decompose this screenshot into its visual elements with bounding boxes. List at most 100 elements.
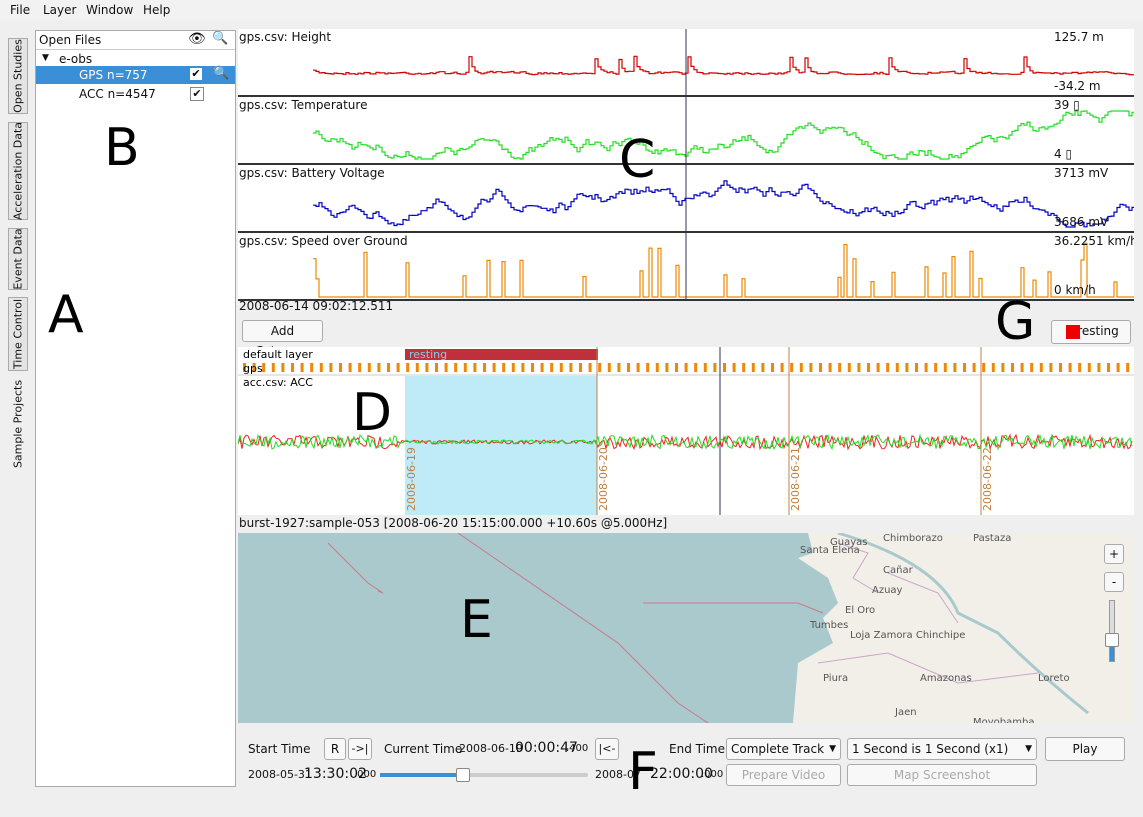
gps-tick (1097, 363, 1101, 372)
tab-label: Acceleration Data (11, 121, 25, 221)
checkbox[interactable]: ✔ (190, 87, 204, 101)
menu-item[interactable]: Layer (43, 3, 77, 17)
tree-label: GPS n=757 (79, 68, 148, 82)
trace-area (313, 29, 1134, 95)
button[interactable]: ->| (348, 738, 372, 760)
gps-tick (492, 363, 496, 372)
button[interactable]: |<- (595, 738, 619, 760)
time-slider[interactable] (380, 768, 588, 782)
gps-tick (454, 363, 458, 372)
tab-label: Event Data (11, 228, 25, 290)
gps-tick (895, 363, 899, 372)
zoom-icon[interactable]: 🔍 (212, 31, 229, 46)
gps-tick (905, 363, 909, 372)
file-panel: Open Files 👁 🔍 ▼ e-obs GPS n=757 ✔ 🔍 ACC… (35, 30, 236, 787)
dropdown-label: Complete Track (731, 742, 825, 756)
gps-tick (943, 363, 947, 372)
button[interactable]: R (324, 738, 346, 760)
menu-item[interactable]: Window (86, 3, 134, 17)
gps-tick (1039, 363, 1043, 372)
gps-tick (953, 363, 957, 372)
gps-tick (1107, 363, 1110, 372)
plot-min: 0 km/h (1054, 283, 1096, 297)
dropdown-label: 1 Second is 1 Second (x1) (852, 742, 1009, 756)
gps-tick (665, 363, 669, 372)
gps-tick (982, 363, 986, 372)
side-tab[interactable]: Sample Projects (8, 378, 28, 470)
button-label: resting (1077, 324, 1119, 338)
tree-label[interactable]: ACC n=4547 (79, 87, 156, 101)
tree-group[interactable]: e-obs (59, 52, 93, 66)
gps-tick (310, 363, 314, 372)
gps-tick (819, 363, 822, 372)
gps-tick (675, 363, 678, 372)
zoom-slider[interactable] (1105, 600, 1119, 662)
plot-title: gps.csv: Temperature (239, 98, 368, 112)
gps-tick (435, 363, 438, 372)
plot-min: -34.2 m (1054, 79, 1101, 93)
plot-title: gps.csv: Speed over Ground (239, 234, 408, 248)
gps-tick (281, 363, 285, 372)
place-label: Jaen (894, 707, 917, 718)
zoom-in[interactable]: + (1104, 544, 1124, 564)
side-tab[interactable]: Event Data (8, 228, 28, 290)
menu-bar: File Layer Window Help (0, 0, 1143, 20)
burst-label: burst-1927:sample-053 [2008-06-20 15:15:… (239, 516, 668, 530)
plot-min: 3686 mV (1054, 215, 1109, 229)
plot-max: 3713 mV (1054, 166, 1109, 180)
prepare-video-button[interactable]: Prepare Video (726, 764, 841, 786)
gps-tick (367, 363, 371, 372)
gps-tick (1001, 363, 1005, 372)
side-tab[interactable]: Open Studies (8, 38, 28, 114)
gps-tick (271, 363, 275, 372)
tree-item-selected[interactable]: GPS n=757 ✔ 🔍 (36, 66, 235, 84)
border (817, 542, 1039, 684)
side-tab[interactable]: Acceleration Data (8, 122, 28, 220)
zoom-icon[interactable]: 🔍 (213, 66, 230, 81)
dropdown[interactable]: 1 Second is 1 Second (x1) ▼ (847, 738, 1037, 760)
zoom-out[interactable]: - (1104, 572, 1124, 592)
label: Current Time (384, 742, 463, 756)
menu-item[interactable]: Help (143, 3, 171, 17)
annotation: G (995, 292, 1036, 352)
gps-tick (387, 363, 390, 372)
gps-tick (550, 363, 554, 372)
gps-tick (291, 363, 294, 372)
gps-tick (1068, 363, 1072, 372)
label: End Time (669, 742, 725, 756)
trace-area (313, 233, 1134, 299)
category-button[interactable]: resting (1051, 320, 1131, 344)
gps-tick (406, 363, 410, 372)
play-button[interactable]: Play (1045, 737, 1125, 761)
gps-tick (799, 363, 803, 372)
gps-tick (838, 363, 842, 372)
gps-tick (358, 363, 362, 372)
dropdown[interactable]: Complete Track ▼ (726, 738, 841, 760)
gps-tick (262, 363, 266, 372)
trace (313, 242, 1134, 298)
eye-icon[interactable]: 👁 (188, 31, 206, 47)
side-tab[interactable]: Time Control (8, 297, 28, 371)
gps-tick (329, 363, 333, 372)
gps-tick (867, 363, 870, 372)
ms: .400 (566, 743, 589, 754)
gps-tick (723, 363, 726, 372)
place-label: Santa Elena (800, 545, 860, 556)
map[interactable]: Guayas Chimborazo Pastaza Santa Elena Cañar A… (238, 533, 1134, 723)
trace-area (313, 165, 1134, 231)
menu-item[interactable]: File (10, 3, 31, 17)
add-category-button[interactable]: Add Category (242, 320, 323, 358)
expander[interactable]: ▼ (42, 53, 49, 63)
segment[interactable] (405, 349, 598, 360)
checkbox[interactable]: ✔ (190, 67, 202, 80)
track (327, 533, 824, 723)
place-label: Tumbes (809, 620, 848, 631)
map-screenshot-button[interactable]: Map Screenshot (847, 764, 1037, 786)
gps-tick (1078, 363, 1082, 372)
gps-tick (425, 363, 429, 372)
gps-tick (924, 363, 928, 372)
gps-tick (588, 363, 592, 372)
gps-tick (886, 363, 890, 372)
time: 13:30:02 (304, 766, 367, 782)
gps-tick (463, 363, 467, 372)
